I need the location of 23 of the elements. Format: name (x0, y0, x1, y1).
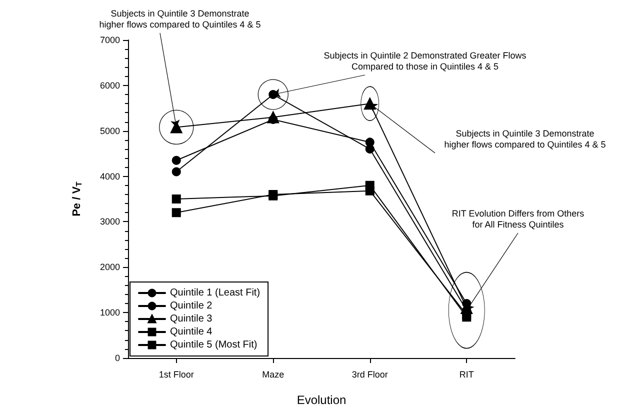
legend-label: Quintile 1 (Least Fit) (170, 288, 260, 298)
y-tick-label: 1000 (100, 308, 120, 318)
annotation: Subjects in Quintile 3 Demonstrate higher flows compared to Quintiles 4 & 5 (444, 128, 606, 150)
legend-label: Quintile 3 (170, 314, 213, 324)
x-axis-title: Evolution (296, 393, 346, 407)
legend-label: Quintile 5 (Most Fit) (170, 340, 258, 350)
y-tick-label: 6000 (100, 80, 120, 90)
y-tick-label: 2000 (100, 262, 120, 272)
legend-label: Quintile 2 (170, 300, 213, 312)
y-axis-title: Pe / VT (71, 181, 84, 216)
y-tick-label: 3000 (100, 216, 120, 227)
annotation: RIT Evolution Differs from Others for All Fitness Quintiles (452, 208, 585, 230)
y-tick-label: 5000 (100, 126, 120, 136)
x-tick-label: 3rd Floor (352, 370, 388, 380)
y-tick-label: 0 (114, 353, 120, 363)
x-tick-label: RIT (459, 370, 474, 380)
legend-label: Quintile 4 (170, 326, 213, 338)
x-tick-label: Maze (262, 370, 284, 380)
y-tick-label: 4000 (100, 171, 120, 182)
annotation: Subjects in Quintile 2 Demonstrated Greater Flows Compared to those in Quintiles 4 & 5 (324, 50, 527, 72)
x-tick-label: 1st Floor (158, 370, 194, 380)
y-tick-label: 7000 (100, 35, 120, 45)
annotation: Subjects in Quintile 3 Demonstrate higher flows compared to Quintiles 4 & 5 (99, 8, 261, 30)
